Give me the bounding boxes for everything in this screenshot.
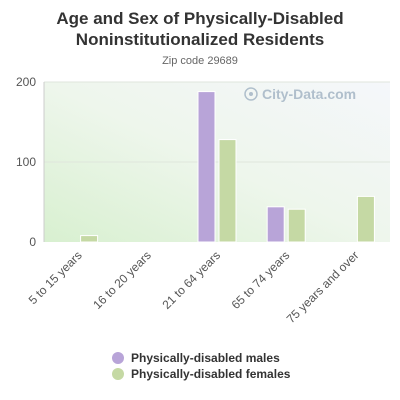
watermark-text: City-Data.com (262, 86, 356, 102)
legend-label: Physically-disabled females (131, 367, 291, 381)
legend-item-males[interactable]: Physically-disabled males (112, 350, 290, 366)
bar-females-4[interactable] (356, 195, 375, 243)
x-tick-label: 16 to 20 years (90, 248, 154, 312)
bar-males-3[interactable] (266, 206, 285, 243)
legend-item-females[interactable]: Physically-disabled females (112, 366, 290, 382)
bar-females-2[interactable] (218, 139, 237, 243)
legend-swatch (112, 368, 124, 380)
legend-swatch (112, 352, 124, 364)
x-tick-label: 65 to 74 years (229, 248, 293, 312)
x-tick-label: 5 to 15 years (26, 248, 85, 307)
watermark-logo: City-Data.com (244, 86, 356, 102)
y-tick-label: 0 (29, 235, 36, 249)
y-tick-label: 200 (16, 75, 36, 89)
x-tick-label: 21 to 64 years (159, 248, 223, 312)
y-tick-label: 100 (16, 155, 36, 169)
x-tick-label: 75 years and over (284, 248, 362, 326)
legend-label: Physically-disabled males (131, 351, 280, 365)
chart-title: Age and Sex of Physically-Disabled Nonins… (56, 9, 344, 49)
bar-males-2[interactable] (197, 91, 216, 243)
bar-females-0[interactable] (80, 235, 99, 243)
legend: Physically-disabled males Physically-disa… (112, 350, 290, 382)
bar-females-3[interactable] (287, 208, 306, 243)
chart-subtitle: Zip code 29689 (162, 55, 238, 67)
